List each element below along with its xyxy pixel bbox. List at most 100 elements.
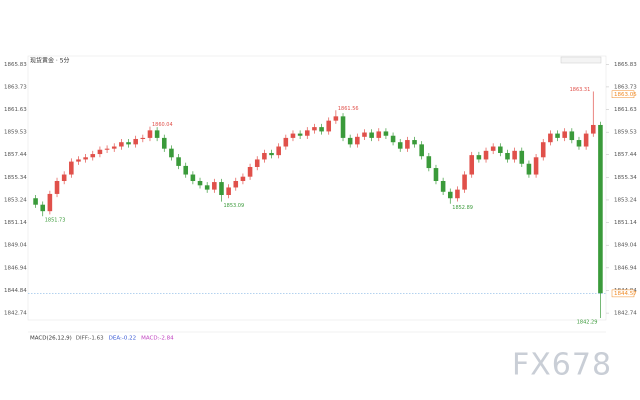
candle-body (533, 157, 539, 175)
candle-body (526, 163, 532, 175)
candle-body (140, 137, 146, 139)
candle-body (340, 116, 346, 138)
candle-body (111, 146, 117, 149)
price-box (611, 289, 635, 298)
candle-body (548, 133, 553, 143)
candle-body (47, 193, 53, 212)
low-annotation: 1853.09 (223, 203, 244, 209)
y-tick-label: 1853.24 (4, 197, 27, 203)
candle-body (390, 135, 396, 143)
high-annotation: 1860.04 (152, 122, 173, 128)
low-annotation: 1852.89 (452, 205, 473, 211)
candle-body (369, 132, 374, 138)
candle-body (397, 142, 403, 149)
y-tick-label: 1863.73 (4, 84, 27, 90)
y-tick-label: 1865.83 (4, 62, 27, 68)
y-tick-label: 1851.14 (4, 220, 27, 226)
candle-body (169, 148, 174, 158)
candle-body (440, 180, 446, 192)
candle-body (133, 138, 138, 145)
candle-body (197, 180, 203, 186)
candle-body (83, 157, 88, 160)
candle-body (490, 146, 496, 151)
candle-body (90, 154, 96, 158)
y-tick-label: 1849.04 (4, 243, 27, 249)
current-price-label: 1844.57 (614, 291, 637, 297)
candle-body (405, 140, 410, 149)
indicator-value: DEA:-0.22 (109, 336, 136, 342)
candle-body (126, 142, 131, 145)
candle-body (505, 152, 510, 160)
candle-body (576, 140, 582, 147)
candle-body (433, 168, 439, 181)
y-tick-label: 1861.63 (4, 107, 27, 113)
y2-tick-label: 1851.14 (614, 220, 637, 226)
candle-body (569, 131, 575, 141)
candle-body (283, 137, 289, 147)
y2-tick-label: 1859.53 (614, 130, 637, 136)
candle-body (119, 142, 124, 147)
y-tick-label: 1846.94 (4, 265, 27, 271)
candle-body (555, 133, 560, 138)
y2-tick-label: 1842.74 (614, 311, 637, 317)
candle-body (247, 166, 253, 177)
candle-body (304, 130, 310, 136)
chart-title: 现货黄金 · 5分 (30, 57, 70, 65)
candle-body (276, 146, 281, 156)
candle-body (254, 159, 260, 167)
candle-body (104, 148, 110, 150)
candle-body (383, 131, 389, 136)
candle-body (476, 155, 482, 160)
y-tick-label: 1857.44 (4, 152, 27, 158)
y-tick-label: 1844.84 (4, 288, 27, 294)
candle-body (161, 137, 167, 149)
candle-body (326, 120, 332, 132)
candle-body (61, 174, 67, 181)
candle-body (226, 187, 231, 196)
candle-body (419, 144, 424, 157)
indicator-name: MACD(26,12,9) (30, 336, 72, 342)
candle-body (240, 176, 246, 181)
candle-body (54, 180, 60, 194)
indicator-value: MACD:-2.84 (141, 336, 174, 342)
price-box (611, 90, 635, 99)
candle-body (33, 198, 38, 205)
y2-tick-label: 1865.83 (614, 62, 637, 68)
candle-body (562, 131, 567, 138)
candle-body (183, 165, 189, 175)
candle-body (262, 152, 267, 160)
candle-body (212, 182, 217, 190)
toolbar-buttons[interactable] (560, 56, 602, 64)
candle-body (347, 137, 353, 145)
candle-body (469, 155, 475, 175)
candle-body (233, 180, 239, 188)
candle-body (512, 150, 517, 160)
reference-price-label: 1863.05 (614, 92, 637, 98)
candle-body (154, 130, 160, 138)
y2-tick-label: 1863.73 (614, 84, 637, 90)
candle-body (598, 124, 603, 294)
candle-body (333, 116, 339, 121)
candle-body (483, 150, 489, 160)
candle-body (455, 189, 460, 199)
candle-body (147, 130, 153, 138)
low-annotation: 1842.29 (577, 319, 598, 325)
toolbar[interactable] (560, 56, 602, 64)
indicator-value: DIFF:-1.63 (76, 336, 104, 342)
candle-body (76, 159, 81, 162)
candle-body (269, 152, 274, 156)
watermark: FX678 (512, 348, 612, 383)
y2-tick-label: 1861.63 (614, 107, 637, 113)
candle-body (176, 157, 181, 166)
y2-tick-label: 1853.24 (614, 197, 637, 203)
candle-body (355, 136, 360, 145)
candle-body (519, 150, 525, 164)
candle-body (590, 124, 596, 134)
candle-body (540, 142, 546, 158)
candle-body (426, 156, 432, 169)
high-annotation: 1863.31 (570, 87, 591, 93)
y-tick-label: 1842.74 (4, 311, 27, 317)
candle-body (297, 133, 303, 136)
candle-body (498, 146, 503, 153)
